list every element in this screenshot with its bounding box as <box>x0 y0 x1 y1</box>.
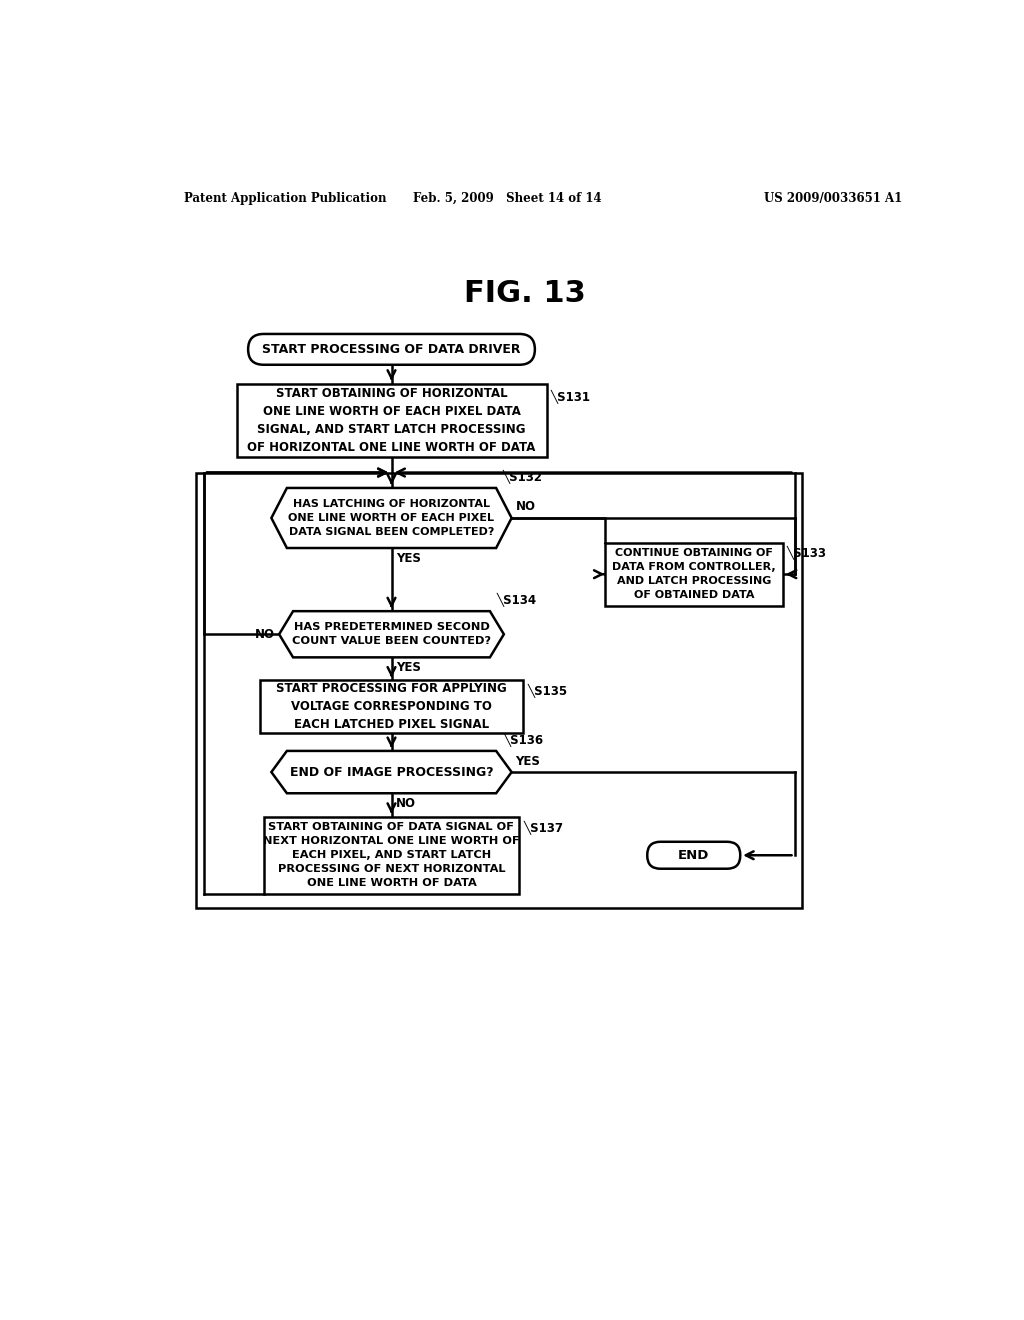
Text: HAS PREDETERMINED SECOND
COUNT VALUE BEEN COUNTED?: HAS PREDETERMINED SECOND COUNT VALUE BEE… <box>292 622 490 647</box>
Text: FIG. 13: FIG. 13 <box>464 279 586 308</box>
Bar <box>604 543 783 606</box>
Text: START PROCESSING FOR APPLYING
VOLTAGE CORRESPONDING TO
EACH LATCHED PIXEL SIGNAL: START PROCESSING FOR APPLYING VOLTAGE CO… <box>276 682 507 731</box>
Bar <box>260 681 523 733</box>
Text: YES: YES <box>396 661 421 675</box>
Text: START OBTAINING OF HORIZONTAL
ONE LINE WORTH OF EACH PIXEL DATA
SIGNAL, AND STAR: START OBTAINING OF HORIZONTAL ONE LINE W… <box>248 387 536 454</box>
Text: CONTINUE OBTAINING OF
DATA FROM CONTROLLER,
AND LATCH PROCESSING
OF OBTAINED DAT: CONTINUE OBTAINING OF DATA FROM CONTROLL… <box>612 548 775 601</box>
Text: NO: NO <box>396 797 416 810</box>
Polygon shape <box>271 751 512 793</box>
Text: ╲S135: ╲S135 <box>527 684 567 698</box>
Text: ╲S132: ╲S132 <box>503 470 543 484</box>
Text: Patent Application Publication: Patent Application Publication <box>183 191 386 205</box>
FancyBboxPatch shape <box>248 334 535 364</box>
Text: ╲S131: ╲S131 <box>550 389 591 404</box>
Text: ╲S134: ╲S134 <box>496 593 537 607</box>
Text: Feb. 5, 2009   Sheet 14 of 14: Feb. 5, 2009 Sheet 14 of 14 <box>414 191 602 205</box>
Text: NO: NO <box>516 500 537 513</box>
Text: ╲S133: ╲S133 <box>786 546 826 561</box>
Text: NO: NO <box>255 628 274 640</box>
FancyBboxPatch shape <box>647 842 740 869</box>
Polygon shape <box>280 611 504 657</box>
Text: START PROCESSING OF DATA DRIVER: START PROCESSING OF DATA DRIVER <box>262 343 521 356</box>
Text: END OF IMAGE PROCESSING?: END OF IMAGE PROCESSING? <box>290 766 494 779</box>
Bar <box>197 473 802 908</box>
Text: HAS LATCHING OF HORIZONTAL
ONE LINE WORTH OF EACH PIXEL
DATA SIGNAL BEEN COMPLET: HAS LATCHING OF HORIZONTAL ONE LINE WORT… <box>289 499 495 537</box>
Text: YES: YES <box>396 552 421 565</box>
Text: START OBTAINING OF DATA SIGNAL OF
NEXT HORIZONTAL ONE LINE WORTH OF
EACH PIXEL, : START OBTAINING OF DATA SIGNAL OF NEXT H… <box>263 822 520 888</box>
Text: ╲S136: ╲S136 <box>504 733 544 747</box>
Text: US 2009/0033651 A1: US 2009/0033651 A1 <box>764 191 902 205</box>
Bar <box>237 384 547 457</box>
Text: YES: YES <box>515 755 541 768</box>
Bar <box>263 817 519 894</box>
Text: ╲S137: ╲S137 <box>523 821 563 834</box>
Polygon shape <box>271 488 512 548</box>
Text: END: END <box>678 849 710 862</box>
